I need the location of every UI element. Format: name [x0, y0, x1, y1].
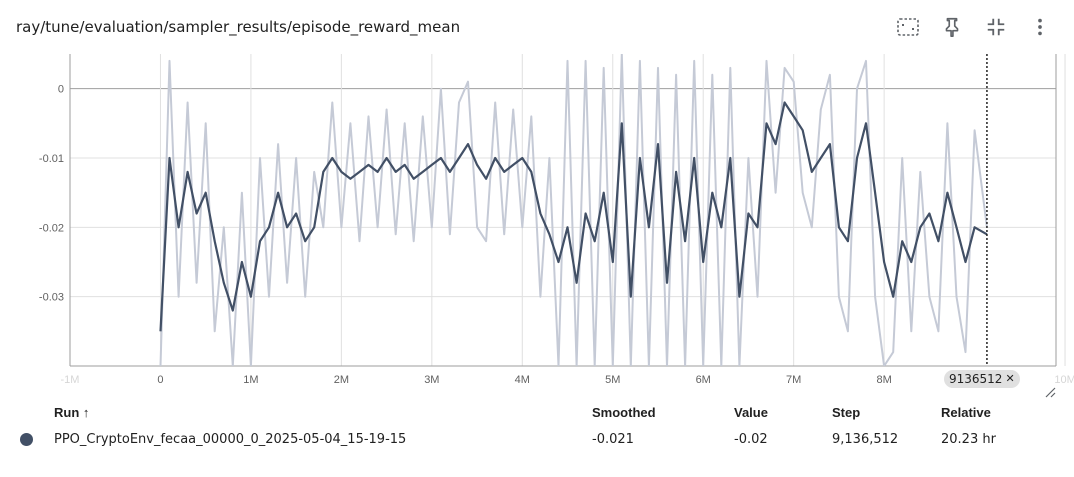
raw-value: -0.02	[734, 432, 768, 447]
x-tick-label: 4M	[515, 374, 530, 386]
table-header: Run ↑ Smoothed Value Step Relative	[0, 400, 1074, 426]
collapse-button[interactable]	[976, 12, 1016, 42]
close-icon[interactable]: ✕	[1005, 372, 1015, 385]
card-toolbar	[888, 12, 1060, 42]
x-tick-label: 10M	[1054, 374, 1074, 386]
step-value: 9,136,512	[832, 432, 899, 447]
relative-time: 20.23 hr	[941, 432, 996, 447]
smoothed-series-line	[159, 101, 988, 332]
hover-step-chip[interactable]: 9136512 ✕	[944, 370, 1020, 388]
fit-domain-button[interactable]	[888, 12, 928, 42]
x-tick-label: 0	[157, 374, 163, 386]
more-vert-icon	[1038, 18, 1042, 36]
collapse-icon	[987, 18, 1005, 36]
x-tick-label: 5M	[605, 374, 620, 386]
more-options-button[interactable]	[1020, 12, 1060, 42]
chart-title: ray/tune/evaluation/sampler_results/epis…	[16, 18, 461, 36]
y-tick-label: -0.03	[39, 292, 64, 304]
x-tick-label: 6M	[696, 374, 711, 386]
y-tick-label: -0.01	[39, 153, 64, 165]
run-color-dot	[20, 433, 33, 446]
x-tick-label: 1M	[243, 374, 258, 386]
column-header-smoothed[interactable]: Smoothed	[592, 405, 656, 420]
x-tick-label: 8M	[876, 374, 891, 386]
run-name: PPO_CryptoEnv_fecaa_00000_0_2025-05-04_1…	[54, 432, 407, 447]
column-header-run[interactable]: Run ↑	[54, 405, 90, 420]
smoothed-value: -0.021	[592, 432, 634, 447]
x-tick-label: 3M	[424, 374, 439, 386]
column-header-relative[interactable]: Relative	[941, 405, 991, 420]
x-tick-label: 2M	[334, 374, 349, 386]
table-row[interactable]: PPO_CryptoEnv_fecaa_00000_0_2025-05-04_1…	[0, 427, 1074, 453]
line-chart[interactable]: 0 -0.01 -0.02 -0.03 -1M 0 1M 2M 3M 4M 5M 6M 7M 8M 10M	[0, 40, 1074, 400]
resize-handle-icon[interactable]	[1044, 386, 1056, 398]
y-tick-label: 0	[58, 84, 64, 96]
pin-button[interactable]	[932, 12, 972, 42]
y-tick-label: -0.02	[39, 222, 64, 234]
column-header-value[interactable]: Value	[734, 405, 768, 420]
column-header-step[interactable]: Step	[832, 405, 861, 420]
x-tick-label: -1M	[61, 374, 80, 386]
fit-domain-icon	[897, 18, 919, 36]
x-tick-label: 7M	[786, 374, 801, 386]
hover-step-value: 9136512	[949, 372, 1003, 386]
pin-icon	[945, 17, 959, 37]
raw-series-line	[159, 54, 988, 366]
chart-canvas[interactable]: 0 -0.01 -0.02 -0.03 -1M 0 1M 2M 3M 4M 5M 6M 7M 8M 10M	[0, 40, 1074, 400]
